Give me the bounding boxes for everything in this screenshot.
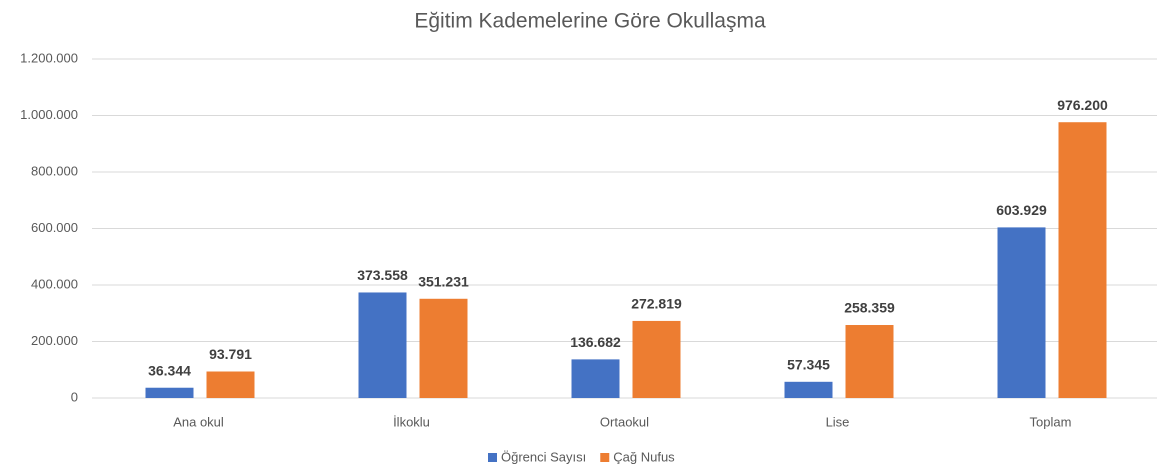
x-tick-label: Ana okul — [173, 414, 224, 429]
legend-swatch — [600, 453, 610, 462]
y-tick-label: 600.000 — [31, 220, 78, 235]
data-label: 976.200 — [1057, 97, 1108, 113]
y-tick-label: 800.000 — [31, 163, 78, 178]
data-label: 351.231 — [418, 273, 469, 289]
bar — [358, 292, 407, 398]
x-tick-label: İlkoklu — [393, 414, 430, 429]
data-label: 93.791 — [209, 346, 252, 362]
data-label: 373.558 — [357, 267, 408, 283]
legend-label: Öğrenci Sayısı — [501, 449, 586, 464]
bar — [419, 298, 468, 398]
bar — [571, 359, 620, 398]
x-tick-label: Lise — [826, 414, 850, 429]
legend-swatch — [488, 453, 497, 462]
bar — [1058, 122, 1107, 398]
data-label: 136.682 — [570, 334, 621, 350]
y-tick-label: 1.200.000 — [20, 50, 78, 65]
data-label: 603.929 — [996, 202, 1047, 218]
x-tick-label: Ortaokul — [600, 414, 649, 429]
data-label: 272.819 — [631, 296, 682, 312]
y-tick-label: 200.000 — [31, 333, 78, 348]
chart-title: Eğitim Kademelerine Göre Okullaşma — [414, 10, 766, 33]
bar — [845, 325, 894, 398]
data-label: 258.359 — [844, 300, 895, 316]
y-tick-label: 400.000 — [31, 276, 78, 291]
y-tick-label: 0 — [71, 389, 78, 404]
data-label: 36.344 — [148, 362, 191, 378]
y-tick-label: 1.000.000 — [20, 107, 78, 122]
bar — [997, 227, 1046, 398]
bar — [145, 387, 194, 398]
bar — [632, 320, 681, 398]
data-label: 57.345 — [787, 357, 830, 373]
bar — [206, 371, 255, 398]
bar — [784, 381, 833, 398]
legend-label: Çağ Nufus — [613, 449, 675, 464]
x-tick-label: Toplam — [1030, 414, 1072, 429]
